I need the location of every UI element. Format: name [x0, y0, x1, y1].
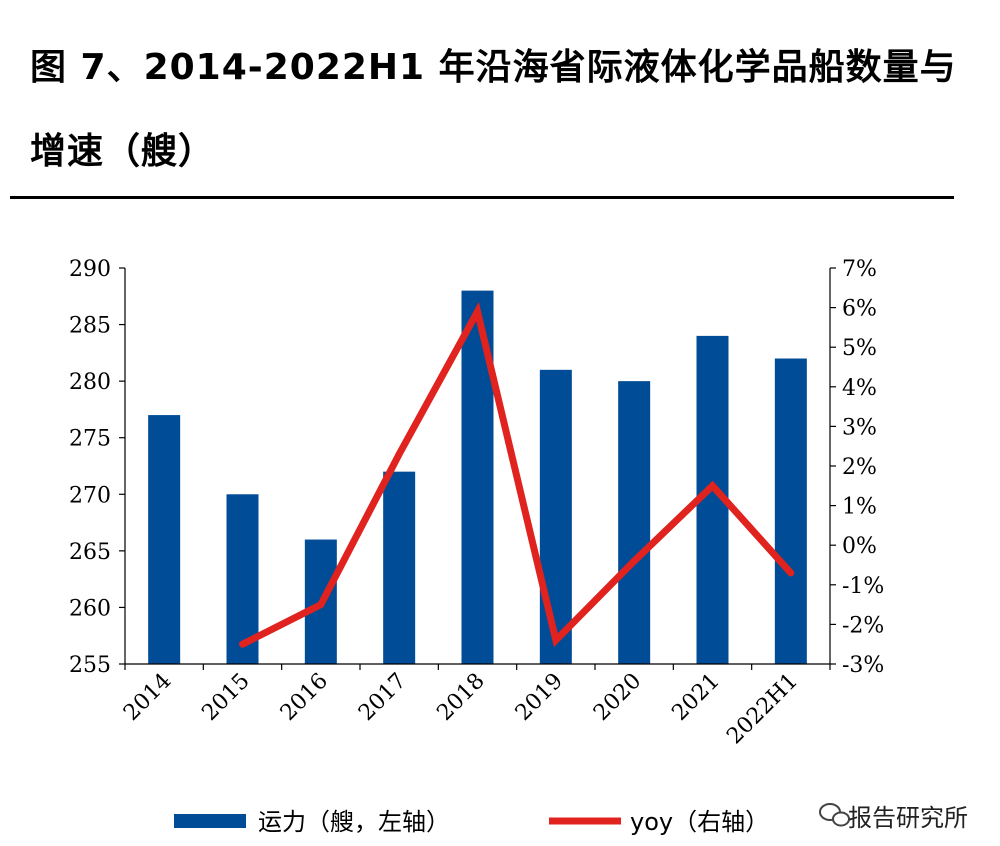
y-right-tick-label: 7%: [842, 257, 877, 282]
legend-swatch-bar: [174, 814, 246, 828]
y-left-tick-label: 275: [69, 427, 111, 452]
wechat-icon: [819, 803, 850, 827]
y-right-tick-label: 6%: [842, 297, 877, 322]
chart-title-line2: 增速（艘）: [30, 131, 216, 172]
y-right-tick-label: -3%: [842, 653, 884, 678]
x-tick-label: 2014: [119, 669, 176, 726]
bar-2014: [148, 415, 181, 664]
y-right-tick-label: 4%: [842, 376, 877, 401]
x-tick-label: 2019: [511, 669, 568, 726]
x-tick-label: 2015: [197, 669, 254, 726]
y-right-tick-label: -2%: [842, 613, 884, 638]
y-right-tick-label: 1%: [842, 495, 877, 520]
title-divider: [10, 196, 954, 199]
x-tick-label: 2021: [667, 669, 724, 726]
yoy-line: [239, 301, 795, 648]
x-tick-label: 2018: [432, 669, 489, 726]
legend-label-line: yoy（右轴）: [630, 808, 769, 836]
y-right-tick-label: -1%: [842, 574, 884, 599]
x-tick-label: 2020: [589, 669, 646, 726]
watermark: 报告研究所: [819, 803, 968, 832]
line-series: [239, 301, 795, 648]
y-right-tick-label: 0%: [842, 534, 877, 559]
bar-2017: [383, 471, 416, 664]
x-tick-label: 2016: [276, 669, 333, 726]
y-left-tick-label: 270: [69, 483, 111, 508]
y-left-tick-label: 290: [69, 257, 111, 282]
y-left-tick-label: 265: [69, 540, 111, 565]
watermark-text: 报告研究所: [848, 804, 968, 832]
y-right-tick-label: 3%: [842, 415, 877, 440]
y-left-tick-label: 255: [69, 653, 111, 678]
y-left-tick-label: 280: [69, 370, 111, 395]
y-right-tick-label: 2%: [842, 455, 877, 480]
y-left-tick-label: 285: [69, 314, 111, 339]
x-tick-label: 2022H1: [722, 669, 803, 750]
bar-2020: [618, 381, 651, 664]
legend: 运力（艘，左轴） yoy（右轴）: [174, 808, 769, 836]
x-tick-label: 2017: [354, 669, 411, 726]
y-right-tick-label: 5%: [842, 336, 877, 361]
y-left-tick-label: 260: [69, 596, 111, 621]
legend-label-bar: 运力（艘，左轴）: [258, 808, 450, 836]
chart-title-line1: 图 7、2014-2022H1 年沿海省际液体化学品船数量与: [30, 47, 957, 88]
bar-series: [148, 290, 807, 664]
bar-2022H1: [774, 358, 807, 664]
bar-2019: [539, 369, 572, 664]
